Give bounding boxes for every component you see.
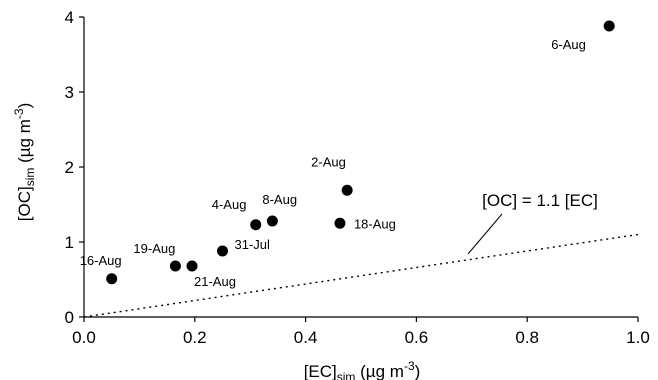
y-axis-title: [OC]sim (µg m-3) [12, 103, 37, 222]
data-point [217, 245, 228, 257]
y-tick-label: 4 [65, 8, 74, 27]
data-point [341, 184, 353, 196]
data-point [250, 219, 262, 231]
point-labels: 16-Aug 19-Aug 21-Aug 31-Jul 4-Aug 8-Aug 18-Aug… [80, 37, 586, 289]
data-point [603, 20, 615, 32]
x-tick-label: 0.4 [294, 328, 318, 347]
y-tick-label: 1 [65, 233, 74, 252]
point-label: 16-Aug [80, 253, 122, 268]
data-point [186, 260, 198, 272]
y-tick-label: 0 [65, 308, 74, 327]
axes: 0.0 0.2 0.4 0.6 0.8 1.0 0 1 2 3 4 [65, 8, 650, 347]
point-label: 6-Aug [551, 37, 586, 52]
y-tick-label: 2 [65, 158, 74, 177]
point-label: 4-Aug [212, 197, 247, 212]
data-point [106, 273, 118, 285]
x-tick-label: 0.2 [183, 328, 207, 347]
data-point [169, 260, 181, 272]
data-points [106, 20, 615, 285]
reference-line-leader [467, 213, 503, 255]
point-label: 18-Aug [354, 216, 396, 231]
point-label: 19-Aug [133, 241, 175, 256]
point-label: 21-Aug [194, 274, 236, 289]
data-point [334, 217, 346, 229]
reference-line-label: [OC] = 1.1 [EC] [482, 191, 598, 210]
x-tick-label: 1.0 [626, 328, 650, 347]
x-tick-label: 0.8 [515, 328, 539, 347]
data-point [266, 215, 278, 227]
x-tick-label: 0.0 [72, 328, 96, 347]
point-label: 31-Jul [235, 237, 271, 252]
x-tick-label: 0.6 [405, 328, 429, 347]
reference-line-group [83, 213, 639, 318]
y-tick-label: 3 [65, 83, 74, 102]
x-axis-title: [EC]sim (µg m-3) [304, 359, 421, 380]
point-label: 2-Aug [311, 154, 346, 169]
point-label: 8-Aug [262, 192, 297, 207]
